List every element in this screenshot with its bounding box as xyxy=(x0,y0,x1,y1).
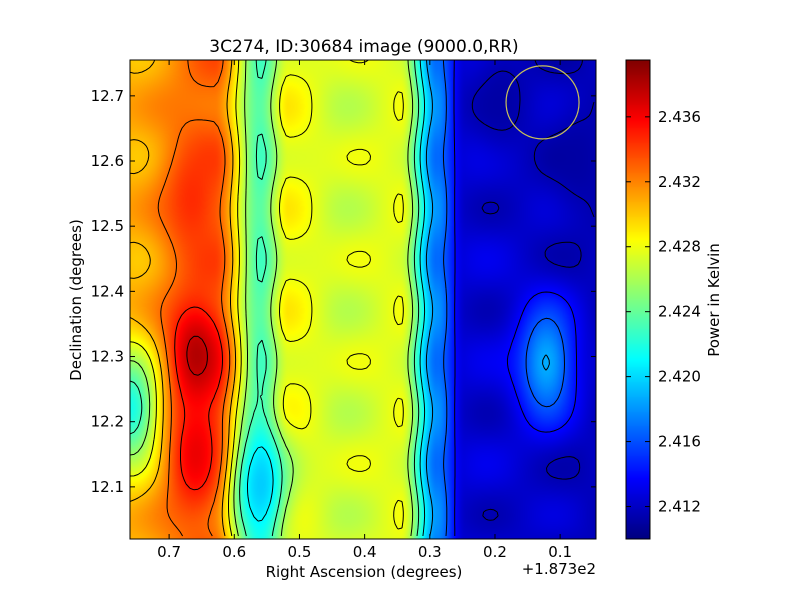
colorbar-tick-label: 2.416 xyxy=(658,433,701,451)
y-tick-label: 12.5 xyxy=(91,217,124,235)
contour-line xyxy=(129,59,414,537)
x-tick-label: 0.2 xyxy=(483,543,507,561)
contour-line xyxy=(186,335,208,376)
chart-title: 3C274, ID:30684 image (9000.0,RR) xyxy=(209,37,518,57)
contour-line xyxy=(129,59,420,537)
colorbar-label: Power in Kelvin xyxy=(705,243,723,357)
y-tick-label: 12.7 xyxy=(91,87,124,105)
colorbar-tick-label: 2.436 xyxy=(658,108,701,126)
y-tick-label: 12.4 xyxy=(91,282,124,300)
y-axis: 12.1 12.2 12.3 12.4 12.5 12.6 12.7 xyxy=(91,87,596,496)
y-tick-label: 12.1 xyxy=(91,478,124,496)
colorbar-tick-label: 2.432 xyxy=(658,173,701,191)
colorbar-tick-label: 2.420 xyxy=(658,368,701,386)
x-tick-label: 0.3 xyxy=(418,543,442,561)
colorbar-tick-label: 2.424 xyxy=(658,303,701,321)
x-axis-offset: +1.873e2 xyxy=(522,560,596,578)
y-axis-label: Declination (degrees) xyxy=(67,219,85,381)
x-axis: 0.7 0.6 0.5 0.4 0.3 0.2 0.1 xyxy=(157,60,572,561)
contour-line xyxy=(442,59,565,537)
contour-line xyxy=(174,306,223,491)
x-axis-label: Right Ascension (degrees) xyxy=(266,563,463,581)
colorbar: 2.412 2.416 2.420 2.424 2.428 2.432 2.436 Powe… xyxy=(625,59,723,540)
y-tick-label: 12.6 xyxy=(91,152,124,170)
contour-line xyxy=(425,59,550,537)
contour-line xyxy=(471,59,595,521)
x-tick-label: 0.4 xyxy=(353,543,377,561)
colorbar-ticks: 2.412 2.416 2.420 2.424 2.428 2.432 2.436 xyxy=(626,108,701,516)
colorbar-gradient xyxy=(626,60,650,539)
plot-area xyxy=(129,59,597,540)
heatmap-image xyxy=(130,60,596,539)
x-tick-label: 0.6 xyxy=(222,543,246,561)
x-tick-label: 0.5 xyxy=(288,543,312,561)
plot-frame xyxy=(129,59,597,540)
y-tick-label: 12.2 xyxy=(91,413,124,431)
contour-line xyxy=(157,59,231,537)
contour-line xyxy=(129,59,237,537)
contour-line xyxy=(453,59,578,536)
colorbar-tick-label: 2.412 xyxy=(658,498,701,516)
colorbar-tick-label: 2.428 xyxy=(658,238,701,256)
y-tick-label: 12.3 xyxy=(91,348,124,366)
contour-lines xyxy=(129,59,595,537)
x-tick-label: 0.7 xyxy=(157,543,181,561)
beam-circle xyxy=(505,65,580,140)
contour-line xyxy=(129,59,404,537)
contour-line xyxy=(247,59,426,537)
x-tick-label: 0.1 xyxy=(548,543,572,561)
colorbar-frame xyxy=(625,59,651,540)
